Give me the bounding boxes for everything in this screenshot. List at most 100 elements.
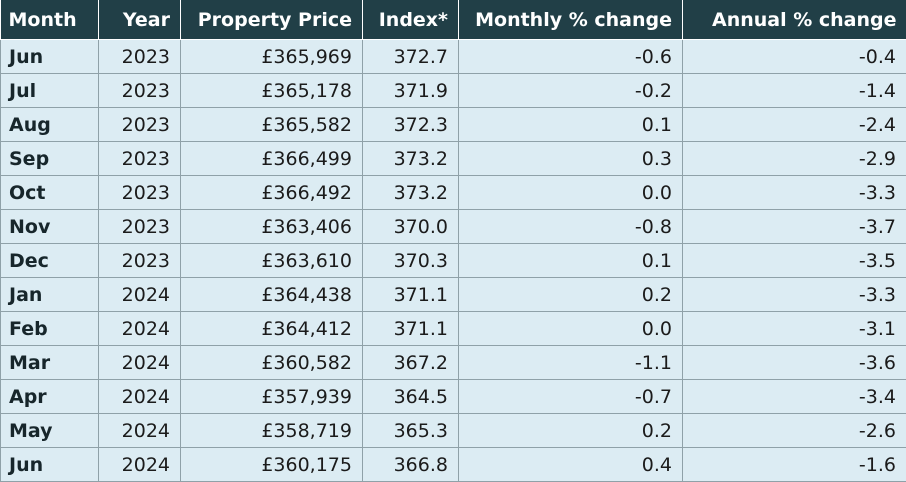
month-cell: Jun bbox=[1, 40, 99, 74]
header-row: Month Year Property Price Index* Monthly… bbox=[1, 0, 906, 40]
index-cell: 371.1 bbox=[363, 278, 459, 312]
index-cell: 371.1 bbox=[363, 312, 459, 346]
property-price-cell: £365,178 bbox=[181, 74, 363, 108]
annual-change-cell: -3.6 bbox=[683, 346, 906, 380]
property-price-cell: £364,412 bbox=[181, 312, 363, 346]
year-cell: 2024 bbox=[99, 312, 181, 346]
index-cell: 372.3 bbox=[363, 108, 459, 142]
property-price-cell: £364,438 bbox=[181, 278, 363, 312]
year-cell: 2023 bbox=[99, 108, 181, 142]
index-cell: 370.3 bbox=[363, 244, 459, 278]
year-cell: 2024 bbox=[99, 380, 181, 414]
year-cell: 2023 bbox=[99, 74, 181, 108]
property-price-cell: £365,969 bbox=[181, 40, 363, 74]
property-price-cell: £365,582 bbox=[181, 108, 363, 142]
annual-change-cell: -3.5 bbox=[683, 244, 906, 278]
month-cell: Apr bbox=[1, 380, 99, 414]
month-cell: Mar bbox=[1, 346, 99, 380]
property-price-cell: £360,582 bbox=[181, 346, 363, 380]
table-header: Month Year Property Price Index* Monthly… bbox=[1, 0, 906, 40]
property-price-cell: £366,492 bbox=[181, 176, 363, 210]
year-cell: 2023 bbox=[99, 210, 181, 244]
monthly-change-cell: 0.4 bbox=[459, 448, 683, 482]
header-year: Year bbox=[99, 0, 181, 40]
monthly-change-cell: -0.8 bbox=[459, 210, 683, 244]
header-property-price: Property Price bbox=[181, 0, 363, 40]
year-cell: 2024 bbox=[99, 278, 181, 312]
monthly-change-cell: -0.2 bbox=[459, 74, 683, 108]
year-cell: 2024 bbox=[99, 448, 181, 482]
index-cell: 367.2 bbox=[363, 346, 459, 380]
year-cell: 2023 bbox=[99, 142, 181, 176]
annual-change-cell: -2.6 bbox=[683, 414, 906, 448]
index-cell: 365.3 bbox=[363, 414, 459, 448]
month-cell: Aug bbox=[1, 108, 99, 142]
monthly-change-cell: 0.1 bbox=[459, 244, 683, 278]
monthly-change-cell: -0.6 bbox=[459, 40, 683, 74]
annual-change-cell: -3.7 bbox=[683, 210, 906, 244]
month-cell: Dec bbox=[1, 244, 99, 278]
monthly-change-cell: 0.0 bbox=[459, 312, 683, 346]
annual-change-cell: -1.4 bbox=[683, 74, 906, 108]
header-annual-change: Annual % change bbox=[683, 0, 906, 40]
annual-change-cell: -3.1 bbox=[683, 312, 906, 346]
property-price-cell: £357,939 bbox=[181, 380, 363, 414]
annual-change-cell: -3.4 bbox=[683, 380, 906, 414]
header-month: Month bbox=[1, 0, 99, 40]
month-cell: Jun bbox=[1, 448, 99, 482]
month-cell: Jan bbox=[1, 278, 99, 312]
property-price-cell: £363,406 bbox=[181, 210, 363, 244]
year-cell: 2023 bbox=[99, 40, 181, 74]
index-cell: 364.5 bbox=[363, 380, 459, 414]
monthly-change-cell: -0.7 bbox=[459, 380, 683, 414]
annual-change-cell: -3.3 bbox=[683, 278, 906, 312]
annual-change-cell: -2.4 bbox=[683, 108, 906, 142]
year-cell: 2024 bbox=[99, 346, 181, 380]
monthly-change-cell: 0.3 bbox=[459, 142, 683, 176]
annual-change-cell: -0.4 bbox=[683, 40, 906, 74]
header-monthly-change: Monthly % change bbox=[459, 0, 683, 40]
month-cell: Nov bbox=[1, 210, 99, 244]
year-cell: 2023 bbox=[99, 244, 181, 278]
month-cell: May bbox=[1, 414, 99, 448]
monthly-change-cell: 0.1 bbox=[459, 108, 683, 142]
property-price-cell: £358,719 bbox=[181, 414, 363, 448]
annual-change-cell: -1.6 bbox=[683, 448, 906, 482]
header-index: Index* bbox=[363, 0, 459, 40]
year-cell: 2023 bbox=[99, 176, 181, 210]
property-price-cell: £363,610 bbox=[181, 244, 363, 278]
monthly-change-cell: -1.1 bbox=[459, 346, 683, 380]
annual-change-cell: -3.3 bbox=[683, 176, 906, 210]
index-cell: 373.2 bbox=[363, 176, 459, 210]
index-cell: 370.0 bbox=[363, 210, 459, 244]
month-cell: Jul bbox=[1, 74, 99, 108]
property-price-cell: £366,499 bbox=[181, 142, 363, 176]
month-cell: Feb bbox=[1, 312, 99, 346]
monthly-change-cell: 0.2 bbox=[459, 278, 683, 312]
annual-change-cell: -2.9 bbox=[683, 142, 906, 176]
index-cell: 373.2 bbox=[363, 142, 459, 176]
month-cell: Oct bbox=[1, 176, 99, 210]
monthly-change-cell: 0.2 bbox=[459, 414, 683, 448]
index-cell: 371.9 bbox=[363, 74, 459, 108]
index-cell: 372.7 bbox=[363, 40, 459, 74]
property-price-cell: £360,175 bbox=[181, 448, 363, 482]
index-cell: 366.8 bbox=[363, 448, 459, 482]
month-cell: Sep bbox=[1, 142, 99, 176]
year-cell: 2024 bbox=[99, 414, 181, 448]
monthly-change-cell: 0.0 bbox=[459, 176, 683, 210]
